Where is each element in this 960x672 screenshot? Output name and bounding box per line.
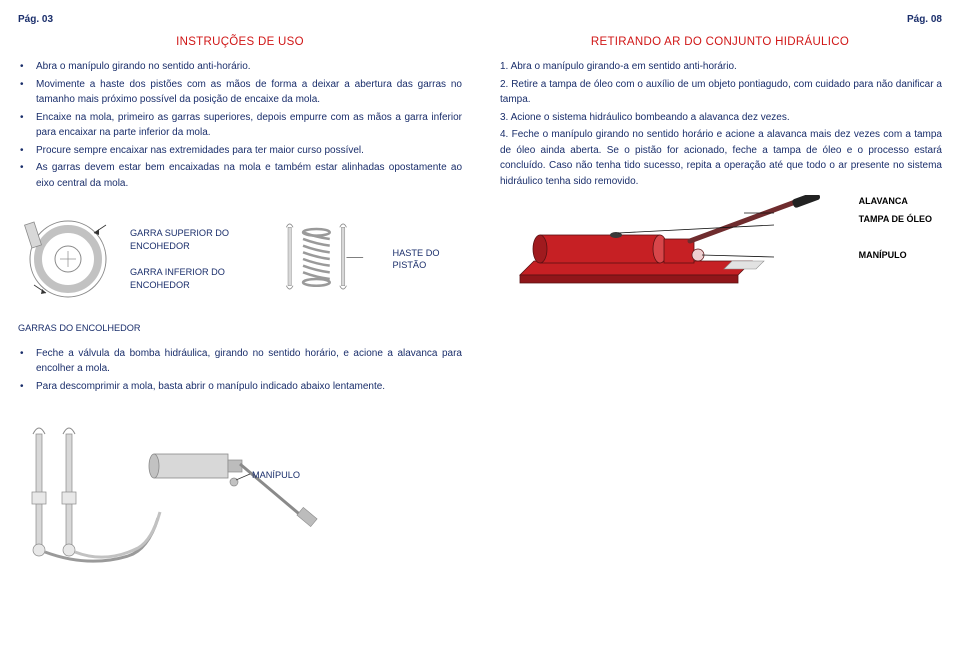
right-title: RETIRANDO AR DO CONJUNTO HIDRÁULICO [498, 34, 942, 52]
bullet-item: Feche a válvula da bomba hidráulica, gir… [32, 346, 462, 377]
haste-label: HASTE DO PISTÃO [393, 247, 462, 272]
brake-disc-icon [24, 215, 112, 303]
manipulo-label: MANÍPULO [859, 249, 932, 263]
page-headers: Pág. 03 Pág. 08 [18, 12, 942, 28]
left-bullets-top: Abra o manípulo girando no sentido anti-… [18, 59, 462, 191]
bullet-item: Encaixe na mola, primeiro as garras supe… [32, 110, 462, 141]
right-column: RETIRANDO AR DO CONJUNTO HIDRÁULICO 1. A… [498, 34, 942, 579]
step-item: 1. Abra o manípulo girando-a em sentido … [500, 59, 942, 75]
bullet-item: Procure sempre encaixar nas extremidades… [32, 143, 462, 159]
hydraulic-assembly-diagram: MANÍPULO [18, 408, 462, 578]
right-steps: 1. Abra o manípulo girando-a em sentido … [498, 59, 942, 189]
pump-diagram: ALAVANCA TAMPA DE ÓLEO MANÍPULO [498, 195, 942, 290]
garras-encolhedor-label: GARRAS DO ENCOLHEDOR [18, 321, 462, 335]
alavanca-label: ALAVANCA [859, 195, 932, 209]
left-title: INSTRUÇÕES DE USO [18, 34, 462, 52]
step-item: 2. Retire a tampa de óleo com o auxílio … [500, 77, 942, 108]
left-bullets-bottom: Feche a válvula da bomba hidráulica, gir… [18, 346, 462, 395]
step-item: 4. Feche o manípulo girando no sentido h… [500, 127, 942, 189]
bullet-item: Abra o manípulo girando no sentido anti-… [32, 59, 462, 75]
page-left: Pág. 03 [18, 12, 53, 28]
page-right: Pág. 08 [907, 12, 942, 28]
spring-assembly-icon [283, 213, 375, 305]
step-item: 3. Acione o sistema hidráulico bombeando… [500, 110, 942, 126]
garra-superior-label: GARRA SUPERIOR DO ENCOHEDOR [130, 227, 265, 252]
garra-inferior-label: GARRA INFERIOR DO ENCOHEDOR [130, 266, 265, 291]
hydraulic-assembly-icon [18, 408, 458, 578]
tampa-label: TAMPA DE ÓLEO [859, 213, 932, 227]
bullet-item: Para descomprimir a mola, basta abrir o … [32, 379, 462, 395]
left-column: INSTRUÇÕES DE USO Abra o manípulo girand… [18, 34, 462, 579]
bullet-item: As garras devem estar bem encaixadas na … [32, 160, 462, 191]
spring-disc-diagram: GARRA SUPERIOR DO ENCOHEDOR GARRA INFERI… [24, 213, 462, 305]
manipulo-bottom-label: MANÍPULO [252, 468, 300, 482]
hydraulic-pump-icon [498, 195, 838, 290]
bullet-item: Movimente a haste dos pistões com as mão… [32, 77, 462, 108]
